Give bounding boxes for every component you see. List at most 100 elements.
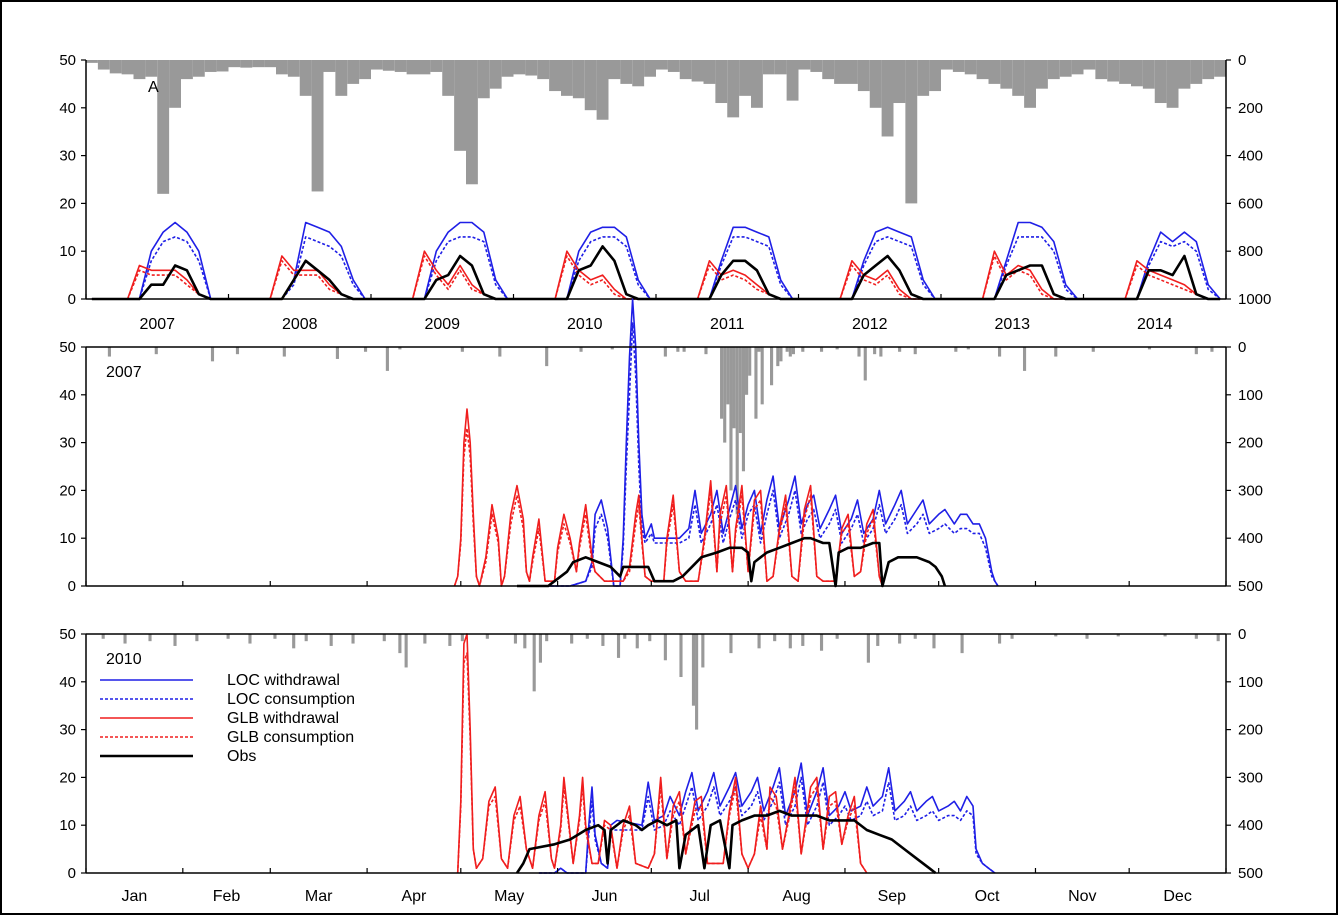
panel-label: 2007: [106, 364, 142, 381]
precip-bar: [720, 347, 724, 419]
precip-bar: [715, 60, 728, 104]
precip-bar: [398, 347, 402, 350]
precip-bar: [773, 634, 777, 642]
precip-bar: [732, 347, 736, 429]
precip-bar: [801, 347, 805, 352]
series-line-loc-withdrawal: [535, 298, 999, 587]
precip-bar: [273, 634, 277, 639]
precip-bar: [572, 60, 585, 99]
precip-bar: [1010, 634, 1014, 639]
precip-bar: [1095, 60, 1108, 80]
precip-bar: [917, 60, 930, 96]
precip-bar: [857, 347, 861, 357]
x-tick-label: 2008: [282, 316, 318, 333]
series-line-glb-consumption: [456, 652, 868, 874]
precip-bar: [751, 60, 763, 108]
precip-bar: [1071, 60, 1084, 75]
precip-bar: [913, 634, 917, 639]
precip-bar: [489, 60, 502, 89]
precip-bar: [610, 347, 614, 350]
x-tick-label: 2013: [994, 316, 1030, 333]
precip-bar: [430, 60, 443, 72]
precip-bar: [498, 347, 502, 357]
precip-bar: [834, 60, 846, 84]
precip-bar: [695, 634, 699, 730]
precip-bar: [154, 347, 158, 355]
precip-bar: [448, 634, 452, 646]
y2-tick-label: 0: [1238, 339, 1246, 356]
precip-bar: [1178, 60, 1191, 89]
precip-bar: [1131, 60, 1143, 87]
precip-bar: [513, 634, 518, 644]
precip-bar: [460, 634, 464, 642]
precip-bar: [757, 634, 761, 649]
precip-bar: [757, 347, 761, 352]
precip-bar: [819, 634, 824, 651]
x-tick-label: Jun: [592, 888, 618, 905]
precip-bar: [173, 634, 177, 646]
precip-bar: [1012, 60, 1025, 96]
precip-bar: [676, 347, 680, 352]
precip-bar: [181, 60, 193, 80]
precip-bar: [335, 60, 348, 96]
precip-bar: [898, 634, 902, 644]
precip-bar: [1142, 60, 1155, 89]
precip-bar: [133, 60, 146, 80]
precip-bar: [810, 60, 823, 72]
precip-bar: [1059, 60, 1072, 77]
precip-bar: [210, 347, 215, 362]
precip-bar: [513, 60, 526, 75]
precip-bar: [1216, 634, 1220, 642]
precip-bar: [738, 347, 742, 434]
precip-bar: [385, 347, 389, 371]
precip-bar: [819, 347, 824, 352]
precip-bar: [608, 60, 621, 80]
panel-label: 2010: [106, 651, 142, 668]
precip-bar: [371, 60, 383, 70]
precip-bar: [549, 60, 561, 92]
y2-tick-label: 500: [1238, 865, 1263, 882]
precip-bar: [596, 60, 609, 120]
precip-bar: [86, 60, 98, 63]
precip-bar: [145, 60, 158, 77]
precip-bar: [846, 60, 858, 84]
precip-bar: [1147, 347, 1152, 350]
precip-bar: [616, 634, 621, 658]
y-tick-label: 20: [59, 482, 76, 499]
precip-bar: [1024, 60, 1036, 108]
y-tick-label: 40: [59, 100, 76, 117]
precip-bar: [774, 60, 787, 75]
precip-bar: [169, 60, 181, 108]
precip-bar: [1107, 60, 1120, 82]
y2-tick-label: 100: [1238, 674, 1263, 691]
precip-bar: [584, 60, 597, 111]
precip-bar: [727, 60, 740, 118]
precip-bar: [601, 634, 605, 646]
y2-tick-label: 300: [1238, 769, 1263, 786]
precip-bar: [1190, 60, 1203, 84]
precip-bar: [311, 60, 324, 192]
precip-bar: [723, 347, 727, 443]
precip-bar: [570, 634, 574, 644]
precip-bar: [788, 347, 792, 357]
y2-tick-label: 200: [1238, 722, 1263, 739]
precip-bar: [252, 60, 265, 68]
precip-bar: [1214, 60, 1226, 77]
precip-bar: [1116, 634, 1120, 637]
x-tick-label: Aug: [782, 888, 810, 905]
precip-bar: [682, 347, 686, 352]
series-line-obs: [517, 536, 947, 588]
y2-tick-label: 800: [1238, 243, 1263, 260]
precip-bar: [1194, 347, 1198, 355]
precip-bar: [835, 347, 839, 350]
precip-bar: [1166, 60, 1179, 108]
precip-bar: [873, 347, 877, 355]
y2-tick-label: 100: [1238, 387, 1263, 404]
precip-bar: [1194, 634, 1198, 639]
legend: LOC withdrawal LOC consumption GLB withdra…: [100, 672, 355, 765]
x-tick-label: Nov: [1068, 888, 1096, 905]
legend-label: GLB withdrawal: [227, 710, 339, 727]
series-line-loc-consumption: [535, 322, 999, 587]
precip-bar: [347, 60, 360, 84]
